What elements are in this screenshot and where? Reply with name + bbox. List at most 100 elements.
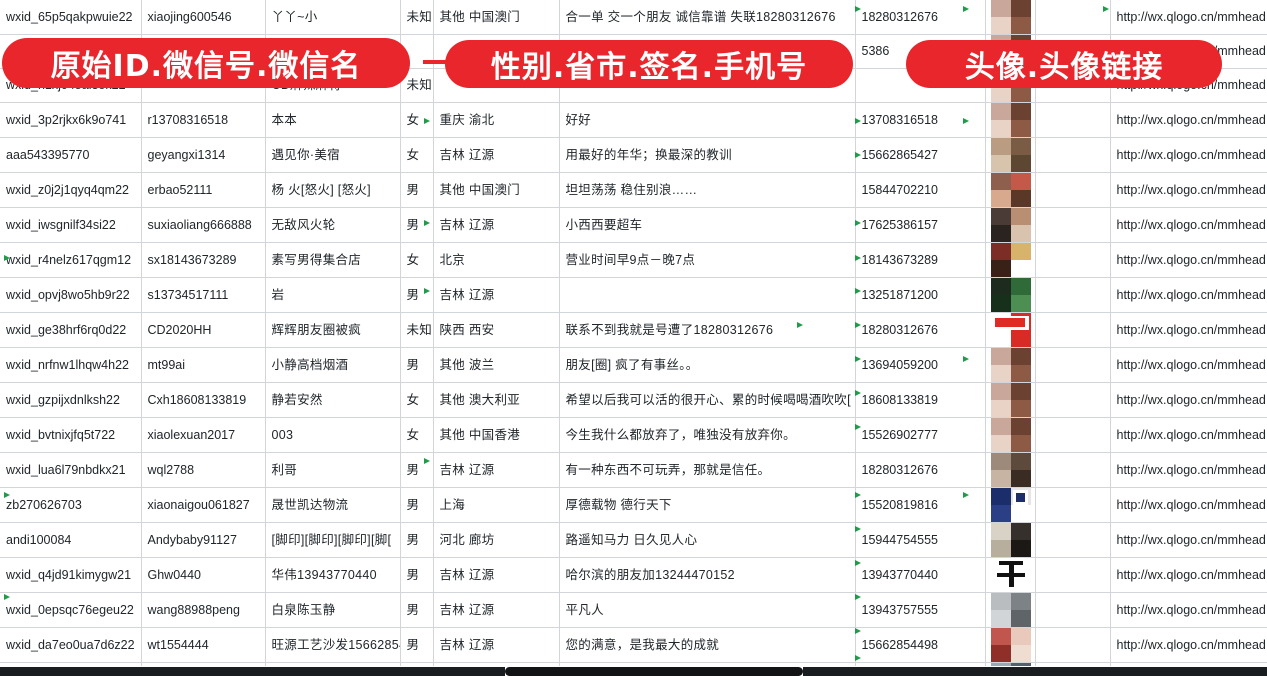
cell-gender[interactable]: 女 <box>400 417 434 453</box>
cell-spacer[interactable] <box>1035 137 1111 173</box>
cell-nickname[interactable]: 丫丫~小 <box>265 0 401 35</box>
cell-signature[interactable]: 您的满意，是我最大的成就 <box>559 627 856 663</box>
cell-phone[interactable]: 13708316518 <box>855 102 986 138</box>
cell-wechat-account[interactable]: s13734517111 <box>141 277 266 313</box>
cell-avatar[interactable] <box>985 102 1036 138</box>
cell-wxid[interactable]: wxid_opvj8wo5hb9r22 <box>0 277 142 313</box>
cell-wxid[interactable]: wxid_lua6l79nbdkx21 <box>0 452 142 488</box>
cell-avatar-url[interactable]: http://wx.qlogo.cn/mmhead <box>1110 592 1267 628</box>
cell-spacer[interactable] <box>1035 172 1111 208</box>
table-row[interactable]: wxid_iwsgnilf34si22 suxiaoliang666888 无敌风火… <box>0 207 1267 243</box>
cell-avatar[interactable] <box>985 277 1036 313</box>
table-row[interactable]: wxid_nrfnw1lhqw4h22 mt99ai 小静高档烟酒男其他 波兰 朋友[… <box>0 347 1267 383</box>
cell-gender[interactable]: 男 <box>400 627 434 663</box>
cell-avatar[interactable] <box>985 487 1036 523</box>
table-row[interactable]: wxid_ge38hrf6rq0d22 CD2020HH 辉辉朋友圈被疯 未知 陕西 西… <box>0 312 1267 348</box>
cell-avatar[interactable] <box>985 172 1036 208</box>
cell-nickname[interactable]: 利哥 <box>265 452 401 488</box>
cell-avatar-url[interactable]: http://wx.qlogo.cn/mmhead <box>1110 242 1267 278</box>
cell-phone[interactable]: 15844702210 <box>855 172 986 208</box>
cell-gender[interactable]: 男 <box>400 207 434 243</box>
table-row[interactable]: wxid_da7eo0ua7d6z22 wt1554444 旺源工艺沙发156628… <box>0 627 1267 663</box>
cell-phone[interactable]: 18280312676 <box>855 312 986 348</box>
cell-avatar[interactable] <box>985 242 1036 278</box>
cell-wechat-account[interactable]: xiaojing600546 <box>141 0 266 35</box>
cell-gender[interactable]: 女 <box>400 382 434 418</box>
cell-avatar-url[interactable]: http://wx.qlogo.cn/mmhead <box>1110 382 1267 418</box>
cell-signature[interactable]: 哈尔滨的朋友加13244470152 <box>559 557 856 593</box>
cell-phone[interactable]: 15662865427 <box>855 137 986 173</box>
cell-phone[interactable]: 13251871200 <box>855 277 986 313</box>
cell-gender[interactable]: 男 <box>400 452 434 488</box>
cell-region[interactable]: 陕西 西安 <box>433 312 560 348</box>
cell-wechat-account[interactable]: wql2788 <box>141 452 266 488</box>
scrollbar-track-right[interactable] <box>803 667 1267 676</box>
cell-region[interactable]: 其他 中国澳门 <box>433 172 560 208</box>
cell-wechat-account[interactable]: sx18143673289 <box>141 242 266 278</box>
cell-nickname[interactable]: 辉辉朋友圈被疯 <box>265 312 401 348</box>
cell-region[interactable]: 吉林 辽源 <box>433 592 560 628</box>
cell-avatar-url[interactable]: http://wx.qlogo.cn/mmhead <box>1110 417 1267 453</box>
cell-signature[interactable]: 联系不到我就是号遭了18280312676 <box>559 312 856 348</box>
cell-wxid[interactable]: wxid_gzpijxdnlksh22 <box>0 382 142 418</box>
cell-avatar-url[interactable]: http://wx.qlogo.cn/mmhead <box>1110 137 1267 173</box>
cell-wechat-account[interactable]: wang88988peng <box>141 592 266 628</box>
cell-region[interactable]: 上海 <box>433 487 560 523</box>
cell-avatar[interactable] <box>985 207 1036 243</box>
cell-avatar-url[interactable]: http://wx.qlogo.cn/mmhead <box>1110 347 1267 383</box>
cell-avatar-url[interactable]: http://wx.qlogo.cn/mmhead <box>1110 557 1267 593</box>
cell-wxid[interactable]: wxid_ge38hrf6rq0d22 <box>0 312 142 348</box>
cell-avatar-url[interactable]: http://wx.qlogo.cn/mmhead <box>1110 627 1267 663</box>
cell-wechat-account[interactable]: wt1554444 <box>141 627 266 663</box>
cell-wxid[interactable]: wxid_z0j2j1qyq4qm22 <box>0 172 142 208</box>
cell-phone[interactable]: 13943757555 <box>855 592 986 628</box>
cell-avatar-url[interactable]: http://wx.qlogo.cn/mmhead <box>1110 312 1267 348</box>
cell-region[interactable]: 北京 <box>433 242 560 278</box>
cell-spacer[interactable] <box>1035 627 1111 663</box>
cell-avatar[interactable] <box>985 627 1036 663</box>
cell-phone[interactable]: 15526902777 <box>855 417 986 453</box>
cell-gender[interactable]: 男 <box>400 347 434 383</box>
cell-avatar[interactable] <box>985 452 1036 488</box>
cell-wechat-account[interactable]: Ghw0440 <box>141 557 266 593</box>
cell-avatar-url[interactable]: http://wx.qlogo.cn/mmhead <box>1110 452 1267 488</box>
cell-nickname[interactable]: 白泉陈玉静 <box>265 592 401 628</box>
cell-avatar[interactable] <box>985 347 1036 383</box>
horizontal-scrollbar[interactable] <box>0 666 1267 676</box>
cell-phone[interactable]: 13943770440 <box>855 557 986 593</box>
cell-wxid[interactable]: wxid_65p5qakpwuie22 <box>0 0 142 35</box>
cell-gender[interactable]: 男 <box>400 277 434 313</box>
cell-spacer[interactable] <box>1035 522 1111 558</box>
cell-phone[interactable]: 18280312676 <box>855 0 986 35</box>
cell-wxid[interactable]: andi100084 <box>0 522 142 558</box>
cell-region[interactable]: 其他 波兰 <box>433 347 560 383</box>
cell-gender[interactable]: 未知 <box>400 312 434 348</box>
cell-phone[interactable]: 18608133819 <box>855 382 986 418</box>
cell-wechat-account[interactable]: erbao52111 <box>141 172 266 208</box>
cell-phone[interactable]: 15662854498 <box>855 627 986 663</box>
cell-nickname[interactable]: 旺源工艺沙发15662854 <box>265 627 401 663</box>
cell-wxid[interactable]: wxid_3p2rjkx6k9o741 <box>0 102 142 138</box>
cell-avatar[interactable] <box>985 137 1036 173</box>
cell-avatar[interactable] <box>985 382 1036 418</box>
cell-avatar-url[interactable]: http://wx.qlogo.cn/mmhead <box>1110 277 1267 313</box>
cell-signature[interactable]: 小西西要超车 <box>559 207 856 243</box>
table-row[interactable]: wxid_0epsqc76egeu22 wang88988peng 白泉陈玉静男吉林… <box>0 592 1267 628</box>
cell-avatar-url[interactable]: http://wx.qlogo.cn/mmhead <box>1110 522 1267 558</box>
cell-region[interactable]: 河北 廊坊 <box>433 522 560 558</box>
cell-wxid[interactable]: wxid_nrfnw1lhqw4h22 <box>0 347 142 383</box>
cell-gender[interactable]: 男 <box>400 522 434 558</box>
cell-wxid[interactable]: wxid_bvtnixjfq5t722 <box>0 417 142 453</box>
table-row[interactable]: aaa543395770 geyangxi1314 遇见你·美宿女吉林 辽源 用最好的… <box>0 137 1267 173</box>
cell-region[interactable]: 吉林 辽源 <box>433 452 560 488</box>
cell-nickname[interactable]: 遇见你·美宿 <box>265 137 401 173</box>
cell-signature[interactable]: 今生我什么都放弃了，唯独没有放弃你。 <box>559 417 856 453</box>
cell-wechat-account[interactable]: Cxh18608133819 <box>141 382 266 418</box>
cell-spacer[interactable] <box>1035 207 1111 243</box>
cell-gender[interactable]: 男 <box>400 172 434 208</box>
cell-avatar-url[interactable]: http://wx.qlogo.cn/mmhead <box>1110 172 1267 208</box>
cell-wechat-account[interactable]: xiaonaigou061827 <box>141 487 266 523</box>
cell-gender[interactable]: 男 <box>400 557 434 593</box>
cell-spacer[interactable] <box>1035 452 1111 488</box>
cell-signature[interactable]: 有一种东西不可玩弄，那就是信任。 <box>559 452 856 488</box>
